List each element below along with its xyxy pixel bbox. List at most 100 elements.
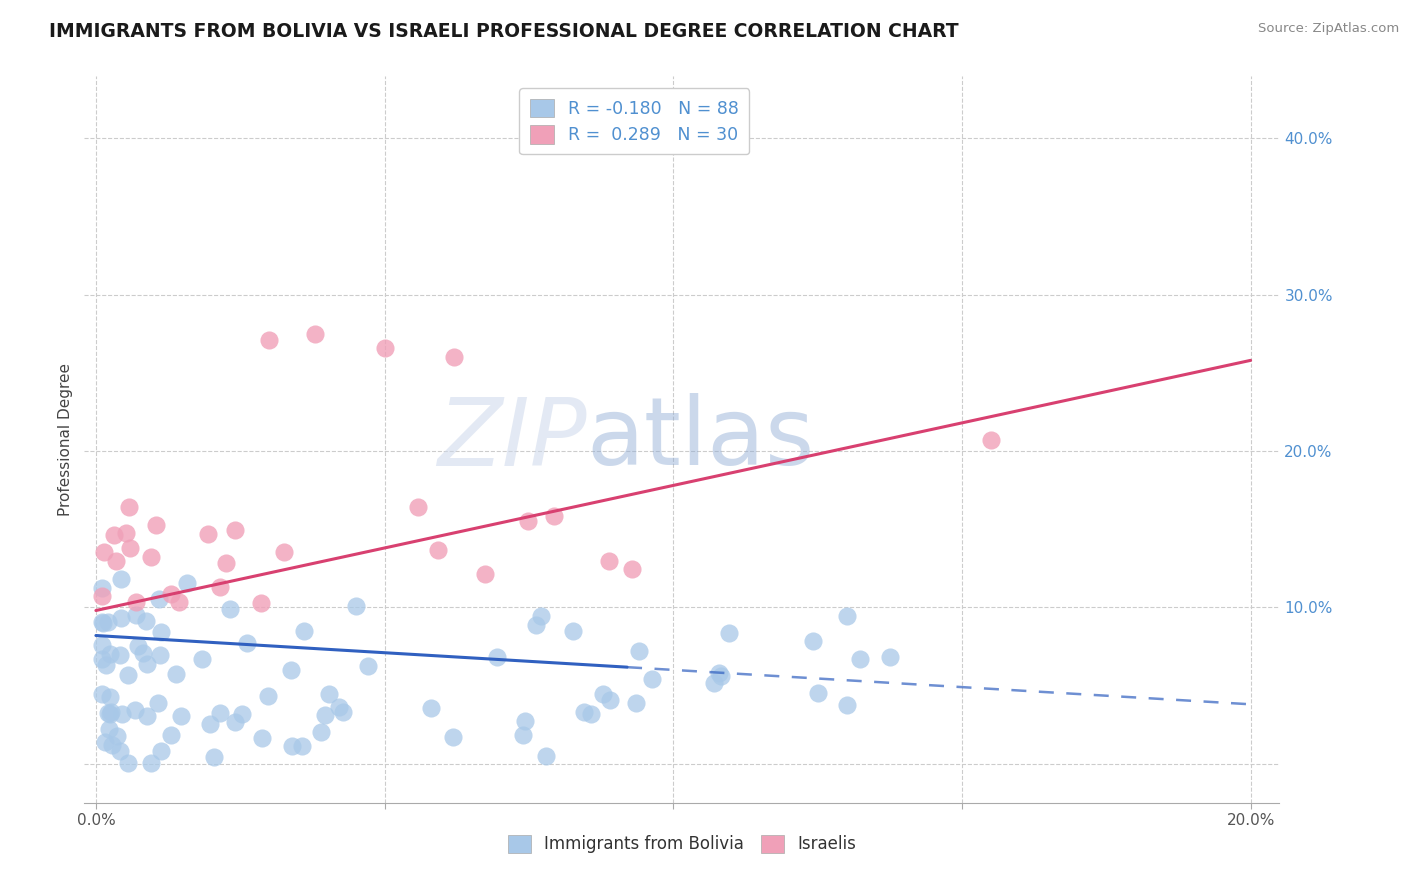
Point — [100, 705, 122, 719]
Point — [165, 666, 187, 681]
Point — [104, 554, 127, 568]
Point — [197, 527, 219, 541]
Point — [486, 650, 509, 665]
Point — [108, 744, 131, 758]
Y-axis label: Professional Degree: Professional Degree — [58, 363, 73, 516]
Point — [170, 709, 193, 723]
Point — [117, 668, 139, 682]
Point — [304, 326, 326, 341]
Point — [474, 566, 496, 581]
Point — [118, 500, 141, 514]
Point — [97, 706, 120, 720]
Point — [110, 572, 132, 586]
Point — [280, 739, 302, 754]
Point — [280, 663, 302, 677]
Point — [149, 648, 172, 663]
Point — [318, 687, 340, 701]
Point — [803, 634, 825, 648]
Point — [118, 541, 141, 556]
Point — [357, 659, 380, 673]
Point — [90, 687, 112, 701]
Point — [807, 686, 830, 700]
Point — [215, 557, 238, 571]
Point — [224, 714, 246, 729]
Point — [90, 638, 112, 652]
Point — [98, 707, 121, 722]
Point — [512, 728, 534, 742]
Point — [148, 591, 170, 606]
Point — [837, 698, 859, 713]
Point — [572, 706, 595, 720]
Point — [125, 595, 148, 609]
Point — [127, 639, 149, 653]
Point — [114, 525, 136, 540]
Point — [513, 714, 536, 728]
Point — [98, 647, 121, 661]
Point — [599, 693, 621, 707]
Point — [419, 701, 441, 715]
Point — [250, 731, 273, 746]
Point — [97, 722, 120, 736]
Point — [167, 595, 190, 609]
Point — [374, 341, 396, 355]
Point — [136, 709, 159, 723]
Point — [108, 648, 131, 662]
Point — [344, 599, 367, 614]
Point — [620, 562, 643, 576]
Point — [530, 609, 553, 624]
Point — [309, 725, 332, 739]
Point — [90, 615, 112, 630]
Point — [98, 690, 121, 705]
Point — [91, 616, 114, 631]
Point — [90, 652, 112, 666]
Point — [703, 676, 725, 690]
Point — [536, 748, 558, 763]
Point — [105, 730, 128, 744]
Point — [90, 589, 112, 603]
Point — [592, 687, 614, 701]
Point — [149, 624, 172, 639]
Point — [980, 433, 1002, 447]
Point — [150, 744, 173, 758]
Point — [208, 580, 231, 594]
Point — [224, 523, 246, 537]
Point — [145, 517, 167, 532]
Point — [406, 500, 429, 514]
Point — [231, 706, 253, 721]
Point — [101, 738, 124, 752]
Point — [294, 624, 316, 638]
Point — [598, 554, 620, 568]
Point — [146, 696, 169, 710]
Point — [117, 756, 139, 770]
Point — [135, 657, 157, 672]
Point — [124, 703, 146, 717]
Point — [524, 617, 547, 632]
Point — [707, 665, 730, 680]
Point — [443, 350, 465, 364]
Text: Source: ZipAtlas.com: Source: ZipAtlas.com — [1258, 22, 1399, 36]
Point — [160, 587, 183, 601]
Legend: Immigrants from Bolivia, Israelis: Immigrants from Bolivia, Israelis — [501, 828, 863, 860]
Point — [579, 706, 602, 721]
Point — [202, 750, 225, 764]
Point — [441, 730, 464, 744]
Point — [97, 615, 120, 629]
Point — [111, 707, 134, 722]
Text: ZIP: ZIP — [437, 393, 586, 485]
Point — [139, 549, 162, 564]
Point — [176, 575, 198, 590]
Point — [103, 528, 125, 542]
Text: IMMIGRANTS FROM BOLIVIA VS ISRAELI PROFESSIONAL DEGREE CORRELATION CHART: IMMIGRANTS FROM BOLIVIA VS ISRAELI PROFE… — [49, 22, 959, 41]
Point — [849, 652, 872, 666]
Point — [273, 545, 295, 559]
Point — [641, 672, 664, 686]
Point — [132, 646, 155, 660]
Point — [426, 542, 449, 557]
Point — [218, 602, 240, 616]
Point — [314, 707, 336, 722]
Point — [110, 611, 132, 625]
Point — [90, 581, 112, 595]
Point — [710, 669, 733, 683]
Point — [135, 615, 157, 629]
Point — [191, 652, 214, 666]
